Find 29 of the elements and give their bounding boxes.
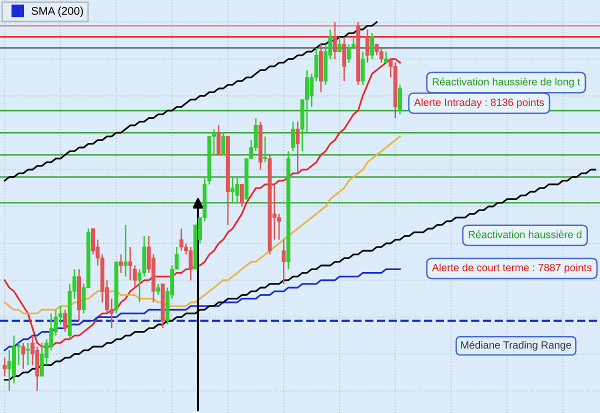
candlestick <box>263 136 268 163</box>
candlestick <box>128 246 132 281</box>
candlestick <box>156 283 160 296</box>
candlestick <box>370 32 374 60</box>
candlestick <box>132 264 137 288</box>
candlestick <box>282 238 286 285</box>
candlestick <box>2 356 7 377</box>
annotation: Réactivation haussière d <box>468 230 582 238</box>
annotation: Alerte Intraday : 8136 points <box>414 98 544 108</box>
legend-label: SMA (200) <box>32 6 83 18</box>
candlestick <box>338 36 342 52</box>
candlestick <box>118 254 123 274</box>
candlestick <box>384 50 388 64</box>
annotation: Alerte de court terme : 7887 points <box>432 264 592 274</box>
candlestick <box>332 21 337 60</box>
candlestick <box>379 47 384 64</box>
ref-line-label: Médiane Trading Range <box>461 340 572 351</box>
candlestick <box>63 309 68 333</box>
candlestick <box>398 84 402 116</box>
candlestick <box>365 28 370 64</box>
candlestick <box>216 124 221 156</box>
candlestick <box>291 120 295 152</box>
candlestick <box>230 176 235 204</box>
candlestick <box>124 224 128 278</box>
candlestick <box>240 184 244 208</box>
annotation: Réactivation haussière de long t <box>432 78 580 88</box>
candlestick <box>342 36 346 82</box>
candlestick <box>360 50 365 86</box>
candlestick <box>296 120 300 174</box>
